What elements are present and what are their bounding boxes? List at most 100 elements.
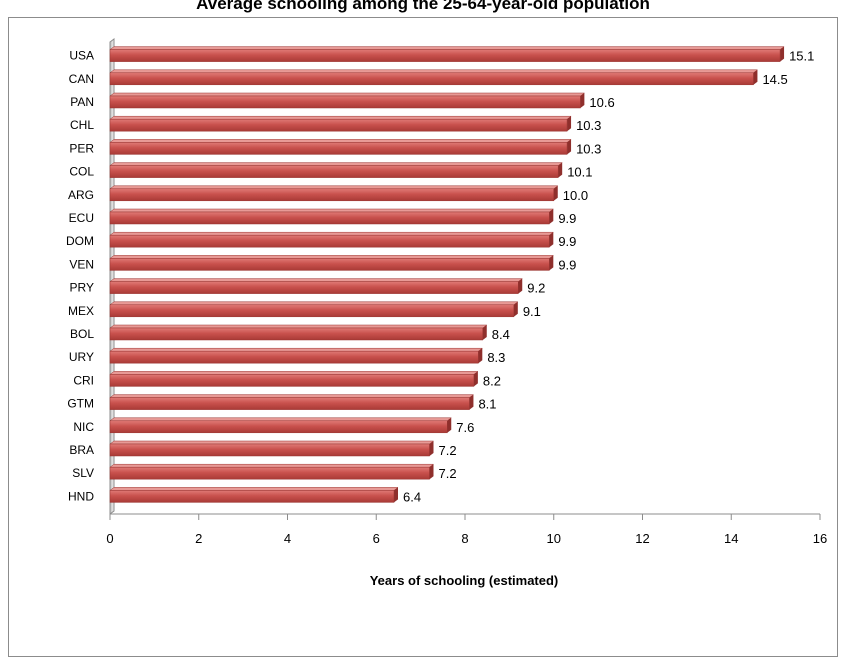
bar-top-per: [109, 139, 572, 143]
value-label: 9.2: [527, 281, 545, 296]
value-label: 15.1: [789, 49, 814, 64]
bar-ury: [109, 350, 479, 364]
bar-end-chl: [567, 116, 572, 132]
bar-pry: [109, 281, 519, 294]
bar-top-pan: [109, 92, 586, 97]
value-label: 8.1: [478, 397, 496, 412]
bar-chl: [109, 118, 568, 132]
bar-end-dom: [549, 232, 554, 248]
bar-top-bol: [109, 324, 488, 329]
bar-end-hnd: [394, 487, 398, 503]
bar-end-gtm: [469, 394, 474, 410]
bar-top-cri: [109, 371, 479, 375]
bar-top-pry: [109, 278, 523, 282]
x-tick-label: 14: [724, 531, 738, 546]
bar-end-slv: [429, 464, 434, 480]
value-label: 14.5: [762, 72, 787, 87]
bar-top-ven: [109, 255, 555, 259]
bar-nic: [109, 420, 448, 434]
bar-top-arg: [109, 185, 559, 190]
category-label: PER: [69, 141, 94, 155]
bar-end-arg: [553, 185, 558, 201]
category-label: HND: [68, 489, 94, 503]
bar-end-bol: [482, 325, 487, 340]
bar-usa: [109, 49, 781, 62]
category-label: USA: [69, 49, 94, 63]
value-label: 8.3: [487, 350, 505, 365]
x-tick-label: 0: [106, 531, 113, 546]
category-label: MEX: [68, 304, 94, 318]
category-label: BOL: [70, 327, 94, 341]
category-label: BRA: [69, 443, 94, 457]
bar-top-slv: [109, 463, 435, 468]
bar-top-ury: [109, 347, 484, 352]
value-label: 9.9: [558, 257, 576, 272]
bar-end-ecu: [549, 209, 554, 224]
value-label: 7.2: [439, 443, 457, 458]
bar-end-usa: [780, 46, 785, 62]
category-label: CAN: [69, 72, 94, 86]
value-label: 8.2: [483, 373, 501, 388]
category-label: GTM: [67, 397, 94, 411]
value-label: 7.6: [456, 420, 474, 435]
bar-top-mex: [109, 301, 519, 306]
chart-title: Average schooling among the 25-64-year-o…: [196, 0, 650, 13]
bar-top-hnd: [109, 487, 399, 491]
x-axis-label: Years of schooling (estimated): [370, 573, 559, 588]
value-label: 9.1: [523, 304, 541, 319]
category-label: SLV: [72, 466, 94, 480]
category-label: NIC: [73, 420, 94, 434]
bar-end-mex: [513, 301, 518, 317]
bar-slv: [109, 466, 430, 480]
bar-top-ecu: [109, 208, 555, 213]
category-label: URY: [69, 350, 94, 364]
bar-top-nic: [109, 417, 452, 422]
bar-ven: [109, 258, 550, 271]
x-tick-label: 10: [547, 531, 561, 546]
x-tick-label: 4: [284, 531, 291, 546]
value-label: 10.3: [576, 118, 601, 133]
bar-top-gtm: [109, 394, 475, 398]
bar-per: [109, 142, 568, 155]
bar-end-ury: [478, 348, 483, 364]
category-label: COL: [69, 165, 94, 179]
category-label: VEN: [69, 257, 94, 271]
bar-gtm: [109, 397, 470, 410]
bar-top-usa: [109, 46, 785, 50]
bar-arg: [109, 188, 554, 202]
category-label: ECU: [69, 211, 94, 225]
category-label: CRI: [73, 373, 94, 387]
bar-end-per: [567, 139, 572, 155]
bar-top-bra: [109, 440, 435, 445]
bar-chart: USA 15.1 CAN 14.5 PAN 10.6 CHL 10.3 PER 10.3 COL 10…: [66, 38, 827, 588]
bar-end-pan: [580, 93, 585, 108]
x-tick-label: 12: [635, 531, 649, 546]
category-label: PAN: [70, 95, 94, 109]
bar-bol: [109, 327, 483, 341]
category-label: ARG: [68, 188, 94, 202]
bar-hnd: [109, 490, 395, 503]
bar-top-col: [109, 162, 563, 166]
bar-end-nic: [447, 417, 452, 433]
value-label: 9.9: [558, 234, 576, 249]
value-label: 6.4: [403, 489, 421, 504]
bar-end-col: [558, 162, 563, 178]
bar-end-pry: [518, 278, 523, 294]
category-label: CHL: [70, 118, 94, 132]
value-label: 8.4: [492, 327, 510, 342]
bar-end-ven: [549, 255, 554, 271]
bar-cri: [109, 374, 475, 387]
bar-top-chl: [109, 115, 572, 120]
bar-bra: [109, 443, 430, 457]
value-label: 7.2: [439, 466, 457, 481]
category-label: DOM: [66, 234, 94, 248]
value-label: 10.3: [576, 141, 601, 156]
value-label: 9.9: [558, 211, 576, 226]
bar-end-bra: [429, 441, 434, 456]
bar-ecu: [109, 211, 550, 225]
bar-dom: [109, 234, 550, 248]
value-label: 10.0: [563, 188, 588, 203]
bar-top-dom: [109, 231, 555, 236]
value-label: 10.6: [589, 95, 614, 110]
x-tick-label: 2: [195, 531, 202, 546]
